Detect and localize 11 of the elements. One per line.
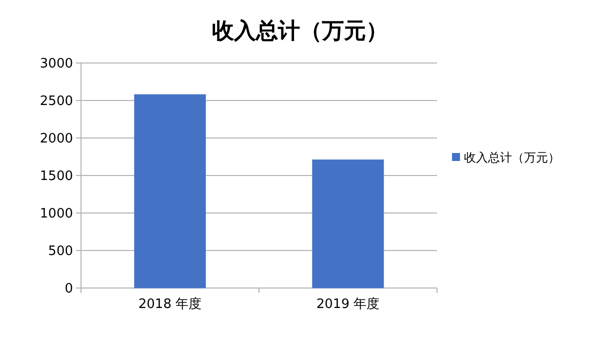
legend-label: 收入总计（万元） [464,150,560,164]
y-tick-label: 0 [64,282,73,296]
chart-title: 收入总计（万元） [212,19,388,44]
y-tick-label: 500 [48,244,73,259]
y-tick-label: 1000 [40,206,73,222]
x-tick-label: 2018 年度 [138,296,202,312]
y-tick-label: 2500 [40,94,73,109]
y-tick-label: 1500 [40,169,73,184]
y-tick-label: 3000 [40,56,73,72]
x-tick-label: 2019 年度 [316,296,380,312]
y-tick-label: 2000 [40,132,73,146]
